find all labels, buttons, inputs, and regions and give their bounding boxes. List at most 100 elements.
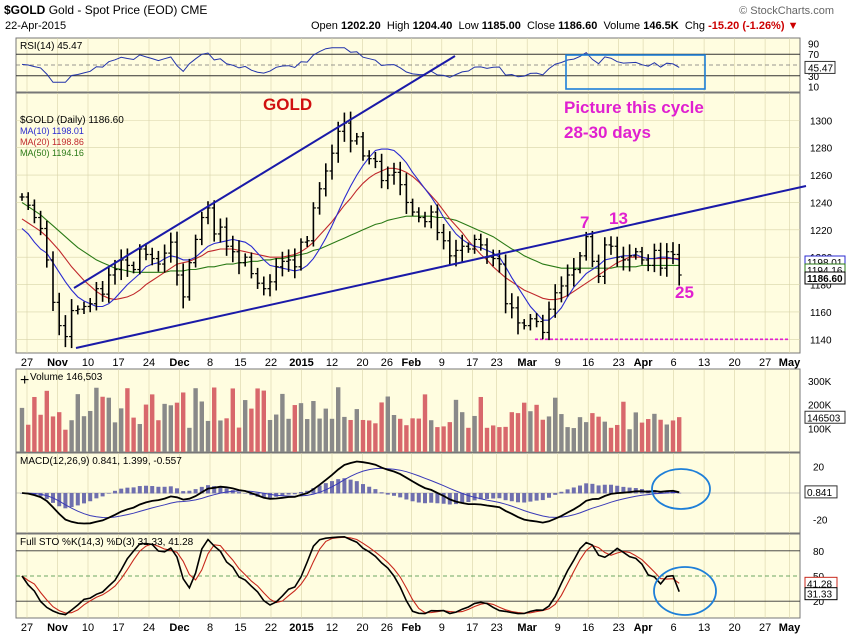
sto-legend: Full STO %K(14,3) %D(3) 31.33, 41.28: [20, 537, 194, 548]
volume-bar: [150, 394, 155, 452]
x-tick-label: 27: [21, 357, 33, 369]
chg-value: -15.20 (-1.26%): [708, 20, 785, 32]
volume-bar: [590, 413, 595, 452]
volume-bar: [515, 413, 521, 452]
ohlc-bar: [236, 240, 242, 275]
ohlc-bar: [19, 193, 25, 201]
macd-histogram-bar: [199, 486, 204, 494]
ohlc-bar: [410, 198, 416, 216]
x-tick-label: 8: [207, 622, 213, 634]
macd-histogram-bar: [547, 493, 551, 498]
macd-histogram-bar: [460, 493, 465, 504]
macd-histogram-bar: [162, 486, 167, 494]
rsi-tick-label: 10: [808, 83, 820, 94]
volume-bar: [57, 412, 62, 452]
ohlc-bar: [658, 242, 664, 276]
macd-histogram-bar: [410, 493, 415, 502]
exchange: CME: [180, 3, 208, 17]
ohlc-bar: [552, 284, 558, 318]
volume-bar: [404, 425, 409, 452]
volume-bar: [391, 415, 397, 452]
volume-bar: [193, 388, 198, 452]
volume-bar: [429, 420, 434, 452]
volume-bar: [639, 422, 645, 452]
macd-histogram-bar: [392, 493, 396, 496]
ohlc-bar: [558, 276, 564, 303]
ohlc-bar: [205, 201, 211, 225]
price-tag: [804, 271, 846, 285]
ohlc-bar: [143, 243, 149, 261]
volume-bar: [162, 403, 167, 452]
volume-bar: [50, 416, 56, 452]
volume-bar: [292, 405, 297, 452]
rsi-tick-label: 30: [808, 72, 820, 83]
volume-bar: [633, 412, 638, 452]
ohlc-bar: [81, 301, 87, 314]
ohlc-bar: [596, 254, 602, 284]
ohlc-bar: [546, 301, 552, 341]
volume-bar: [94, 387, 99, 452]
volume-bar: [311, 401, 316, 452]
x-tick-label: Apr: [634, 357, 654, 369]
instrument-name: Gold - Spot Price (EOD): [48, 3, 178, 17]
x-tick-label: 2015: [289, 357, 313, 369]
rsi-tick-label: 90: [808, 39, 820, 50]
cycle-label-13: 13: [609, 209, 628, 228]
volume-bar: [534, 404, 539, 452]
watermark: © StockCharts.com: [739, 5, 834, 17]
macd-histogram-bar: [379, 492, 384, 494]
ohlc-bar: [100, 281, 106, 302]
ohlc-bar: [391, 162, 397, 185]
rsi-tick-label: 70: [808, 50, 820, 61]
x-tick-label: 26: [381, 357, 393, 369]
price-tick-label: 1280: [810, 144, 833, 155]
volume-bar: [236, 427, 242, 452]
sto-tick-label: 20: [813, 597, 825, 608]
ohlc-bar: [317, 182, 323, 215]
macd-histogram-bar: [75, 493, 80, 506]
volume-bar: [608, 427, 614, 452]
ohlc-bar: [304, 236, 310, 247]
volume-bar: [416, 418, 421, 452]
x-tick-label: 16: [582, 357, 594, 369]
xaxis-strip: [16, 354, 800, 368]
macd-histogram-bar: [454, 493, 458, 505]
ohlc-bar: [577, 252, 583, 274]
macd-histogram-bar: [609, 484, 613, 494]
macd-tag-text: 0.841: [807, 488, 832, 499]
x-tick-label: 26: [381, 622, 393, 634]
volume-bar: [615, 424, 620, 452]
ohlc-bar: [515, 296, 521, 335]
volume-bar: [329, 418, 335, 452]
volume-bar: [398, 418, 403, 452]
volume-bar: [484, 427, 490, 452]
volume-bar: [348, 419, 353, 452]
ma50-line: [21, 202, 680, 273]
ohlc-bar: [676, 243, 682, 286]
ohlc-bar: [416, 207, 422, 223]
crosshair-icon: +: [20, 372, 29, 389]
x-tick-label: 22: [265, 622, 277, 634]
ohlc-bar: [521, 319, 527, 330]
macd-histogram-bar: [578, 485, 582, 494]
sto-d-tag-text: 41.28: [807, 579, 832, 590]
volume-bar: [460, 412, 465, 452]
volume-bar: [584, 422, 589, 452]
volume-bar: [360, 419, 366, 452]
ohlc-bar: [651, 243, 657, 273]
macd-histogram-bar: [516, 493, 520, 503]
volume-bar: [205, 420, 211, 452]
macd-histogram-bar: [168, 486, 173, 494]
x-tick-label: 9: [555, 622, 561, 634]
ohlc-bar: [403, 173, 409, 214]
x-tick-label: Nov: [47, 622, 69, 634]
ohlc-bar: [366, 150, 372, 165]
volume-bar: [106, 397, 111, 452]
x-tick-label: 17: [112, 357, 124, 369]
x-tick-label: 13: [698, 357, 710, 369]
down-arrow-icon: ▼: [787, 20, 799, 32]
x-tick-label: 24: [143, 622, 155, 634]
macd-histogram-bar: [621, 486, 626, 494]
ohlc-bar: [75, 305, 81, 315]
open-label: Open: [311, 20, 338, 32]
